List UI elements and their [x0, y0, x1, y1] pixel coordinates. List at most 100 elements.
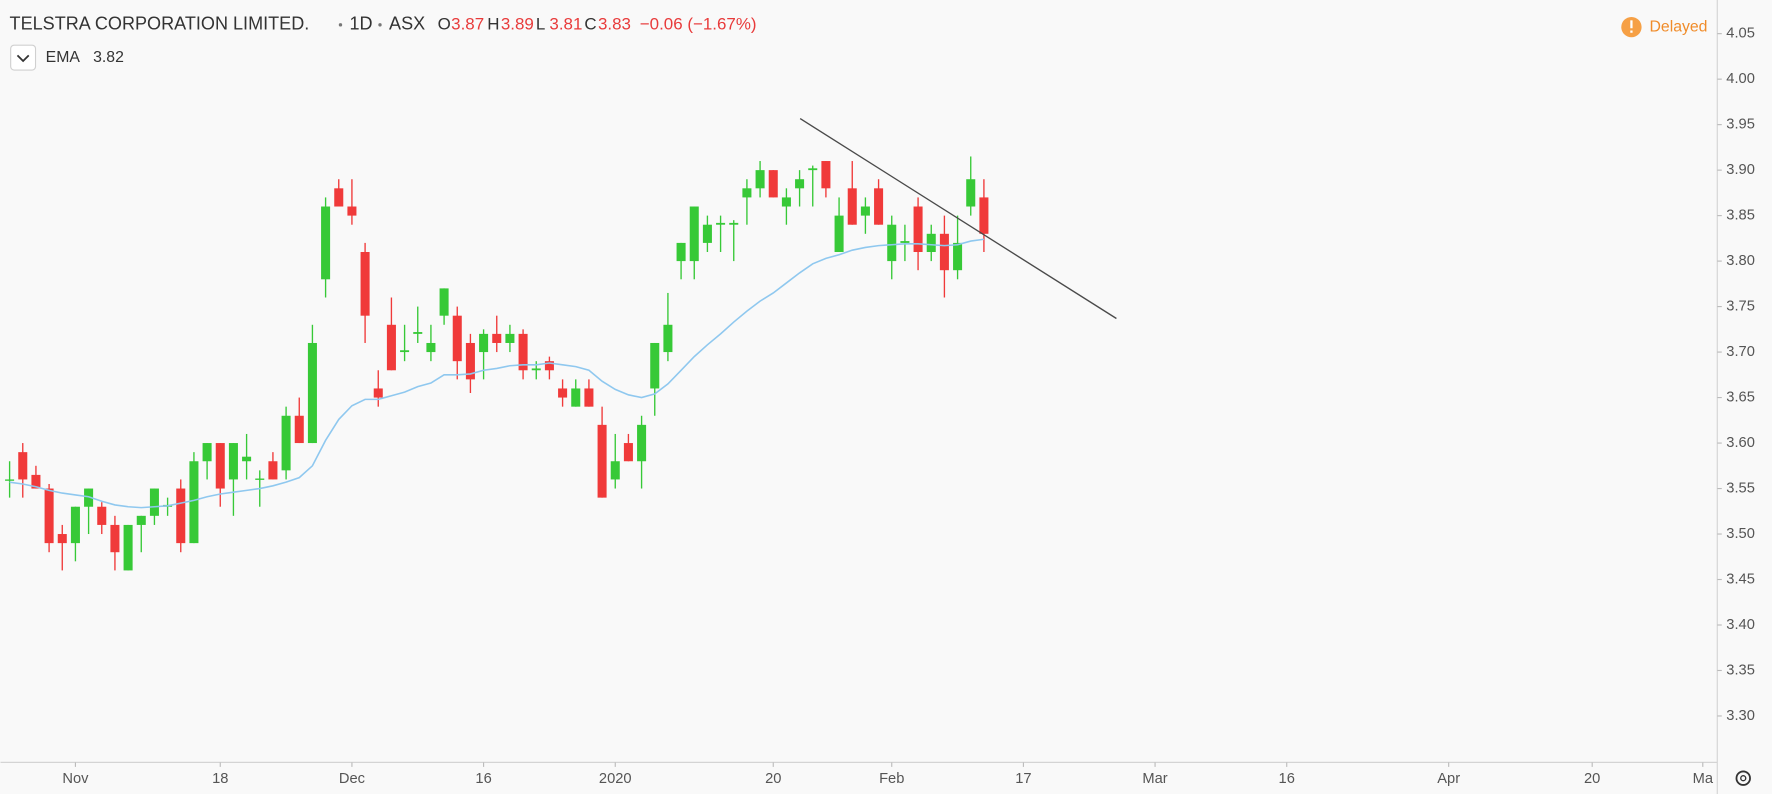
- candle-body: [5, 479, 15, 481]
- x-tick-label: 2020: [599, 771, 632, 787]
- x-tick-label: 16: [1279, 771, 1295, 787]
- y-tick-label: 3.65: [1726, 389, 1755, 405]
- candle-body: [729, 222, 739, 225]
- candle-body: [84, 488, 94, 507]
- y-tick-label: 4.05: [1726, 26, 1755, 42]
- candle-body: [321, 206, 331, 280]
- candle-body: [966, 179, 976, 207]
- y-tick-label: 3.40: [1726, 617, 1755, 633]
- trend-line: [799, 118, 1117, 320]
- candle-body: [149, 488, 159, 516]
- candle-body: [452, 315, 462, 362]
- candle-body: [505, 333, 515, 343]
- candle-body: [70, 506, 80, 544]
- candle-body: [413, 332, 423, 334]
- candle-body: [136, 515, 146, 525]
- candle-body: [689, 206, 699, 262]
- candle-body: [650, 342, 660, 389]
- candle-body: [597, 424, 607, 498]
- candle-body: [334, 188, 344, 207]
- change: −0.06 (−1.67%): [640, 14, 757, 33]
- separator: [378, 23, 382, 27]
- candle-body: [808, 168, 818, 171]
- candle-body: [268, 461, 278, 480]
- candle-body: [953, 242, 963, 271]
- candle-body: [676, 242, 686, 262]
- y-tick-label: 3.55: [1726, 480, 1755, 496]
- candle-body: [913, 206, 923, 253]
- x-tick-label: Nov: [62, 771, 89, 787]
- ohlc-value: 3.83: [598, 14, 631, 33]
- candle-body: [781, 197, 791, 207]
- x-tick-label: 17: [1015, 771, 1031, 787]
- candle-body: [531, 368, 541, 371]
- candle-body: [518, 333, 528, 371]
- candle-body: [742, 188, 752, 198]
- settings-button[interactable]: [1735, 770, 1751, 786]
- candle-body: [795, 179, 805, 189]
- delayed-icon-dot: [1630, 30, 1633, 33]
- x-tick-label: Apr: [1437, 771, 1460, 787]
- y-tick-label: 3.90: [1726, 162, 1755, 178]
- candle-body: [307, 342, 317, 444]
- y-tick-label: 3.75: [1726, 298, 1755, 314]
- candle-body: [610, 461, 620, 480]
- candle-body: [900, 241, 910, 243]
- candle-body: [926, 233, 936, 253]
- candle-body: [123, 524, 133, 571]
- candle-body: [242, 456, 252, 462]
- candle-body: [18, 452, 28, 480]
- ohlc-legend: O 3.87 H 3.89 L 3.81 C 3.83: [438, 14, 631, 33]
- y-tick-label: 3.30: [1726, 708, 1755, 724]
- candle-body: [939, 233, 949, 271]
- ohlc-label: O: [438, 14, 451, 33]
- candle-body: [189, 461, 199, 544]
- interval: 1D: [350, 14, 373, 34]
- ema-line: [9, 238, 985, 509]
- y-tick-label: 3.45: [1726, 571, 1755, 587]
- candle-body: [821, 161, 831, 189]
- candle-body: [228, 443, 238, 480]
- candle-body: [215, 443, 225, 489]
- x-tick-label: 16: [475, 771, 491, 787]
- candle-body: [544, 361, 554, 371]
- candle-body: [479, 333, 489, 353]
- candle-body: [386, 324, 396, 371]
- candle-body: [97, 506, 107, 525]
- candle-body: [373, 388, 383, 398]
- candle-body: [110, 524, 120, 553]
- y-tick-label: 3.50: [1726, 526, 1755, 542]
- x-tick-label: Ma: [1693, 771, 1714, 787]
- candle-body: [492, 333, 502, 343]
- x-tick-label: Mar: [1142, 771, 1167, 787]
- candle-body: [663, 324, 673, 353]
- candle-body: [176, 488, 186, 544]
- candle-body: [584, 388, 594, 407]
- candle-body: [426, 342, 436, 353]
- candle-body: [57, 534, 67, 544]
- indicator-name: EMA: [46, 49, 81, 66]
- candle-body: [768, 170, 778, 198]
- separator: [338, 23, 343, 27]
- gear-icon: [1735, 770, 1751, 786]
- candle-body: [558, 388, 568, 398]
- chevron-icon: [16, 54, 30, 63]
- symbol-title: TELSTRA CORPORATION LIMITED.: [10, 14, 310, 34]
- candle-body: [571, 388, 581, 407]
- candle-body: [979, 197, 989, 234]
- x-tick-label: Feb: [879, 771, 904, 787]
- y-tick-label: 3.70: [1726, 344, 1755, 360]
- ohlc-label: L: [536, 14, 545, 33]
- x-tick-label: Dec: [339, 771, 365, 787]
- candle-body: [860, 206, 870, 216]
- candle-body: [294, 415, 304, 444]
- candle-body: [44, 488, 54, 544]
- candle-body: [439, 288, 449, 316]
- collapse-button[interactable]: [10, 44, 37, 71]
- y-tick-label: 3.60: [1726, 435, 1755, 451]
- candle-body: [255, 478, 265, 480]
- y-tick-label: 3.95: [1726, 117, 1755, 133]
- delayed-status[interactable]: Delayed: [1650, 18, 1708, 35]
